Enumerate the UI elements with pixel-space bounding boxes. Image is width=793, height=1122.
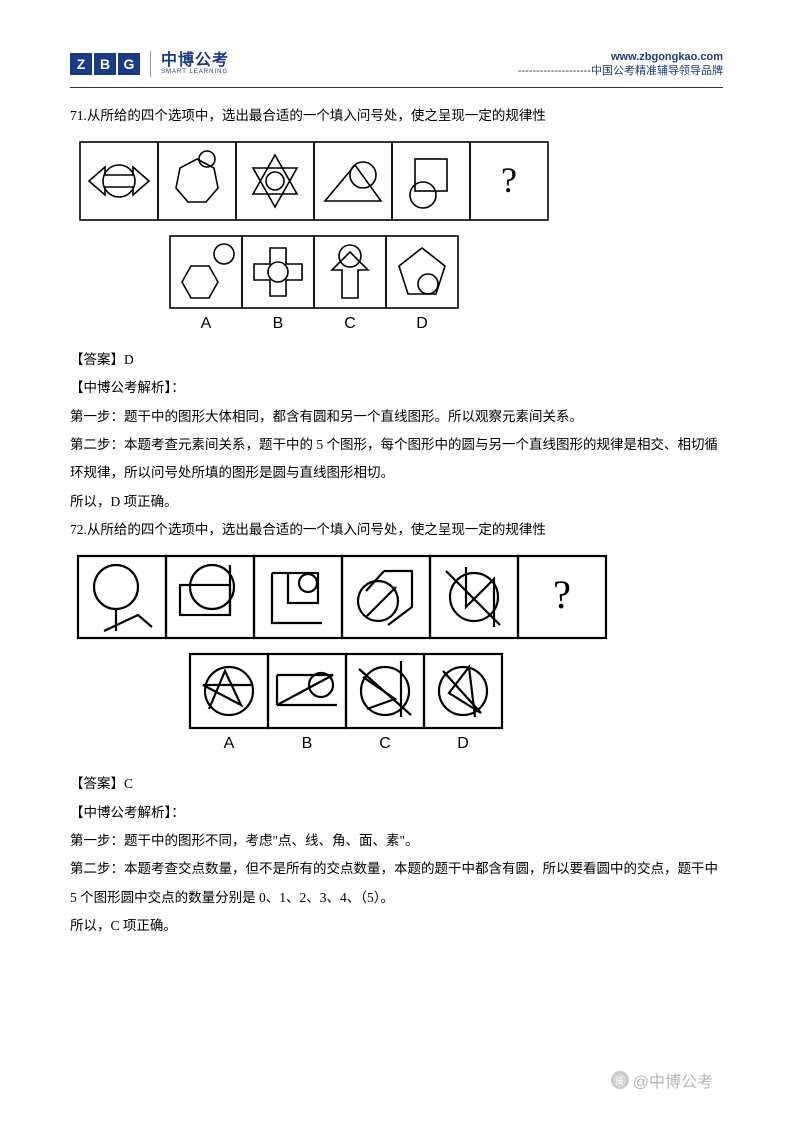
slogan-text: 中国公考精准辅导领导品牌 [591, 65, 723, 77]
q72-step1: 第一步：题干中的图形不同，考虑"点、线、角、面、素"。 [70, 827, 723, 855]
q72-step2: 第二步：本题考查交点数量，但不是所有的交点数量，本题的题干中都含有圆，所以要看圆… [70, 855, 723, 912]
weibo-icon: ㊝ [611, 1071, 629, 1089]
q72-exp-label: 【中博公考解析】： [70, 799, 723, 827]
svg-text:D: D [457, 735, 469, 752]
q71-exp-label: 【中博公考解析】： [70, 374, 723, 402]
logo: Z B G 中博公考 SMART LEARNING [70, 51, 229, 77]
svg-text:B: B [302, 735, 313, 752]
logo-letter: G [118, 53, 140, 75]
q71-conclusion: 所以，D 项正确。 [70, 488, 723, 516]
slogan-dashes: -------------------- [518, 65, 591, 77]
logo-cn: 中博公考 [161, 53, 229, 69]
q71-stem: 71.从所给的四个选项中，选出最合适的一个填入问号处，使之呈现一定的规律性 [70, 102, 723, 130]
q72-figure: ? [70, 550, 723, 760]
q71-step1: 第一步：题干中的图形大体相同，都含有圆和另一个直线图形。所以观察元素间关系。 [70, 403, 723, 431]
header-url: www.zbgongkao.com [518, 50, 723, 64]
svg-text:?: ? [553, 572, 571, 617]
q71-answer: 【答案】D [70, 346, 723, 374]
q72-answer: 【答案】C [70, 770, 723, 798]
q71-figure: ? [70, 136, 723, 336]
option-label: B [273, 315, 284, 332]
logo-letter: B [94, 53, 116, 75]
option-label: D [416, 315, 428, 332]
q72-conclusion: 所以，C 项正确。 [70, 912, 723, 940]
header-divider [70, 87, 723, 88]
svg-text:A: A [224, 735, 235, 752]
header-right: www.zbgongkao.com --------------------中国… [518, 50, 723, 79]
option-label: C [344, 315, 356, 332]
q71-step2: 第二步：本题考查元素间关系，题干中的 5 个图形，每个图形中的圆与另一个直线图形… [70, 431, 723, 488]
header: Z B G 中博公考 SMART LEARNING www.zbgongkao.… [70, 50, 723, 79]
logo-letter: Z [70, 53, 92, 75]
option-label: A [201, 315, 212, 332]
logo-sub: SMART LEARNING [161, 69, 229, 75]
q72-stem: 72.从所给的四个选项中，选出最合适的一个填入问号处，使之呈现一定的规律性 [70, 516, 723, 544]
svg-text:C: C [379, 735, 391, 752]
svg-text:?: ? [501, 160, 517, 200]
watermark: ㊝ @中博公考 [611, 1068, 713, 1092]
